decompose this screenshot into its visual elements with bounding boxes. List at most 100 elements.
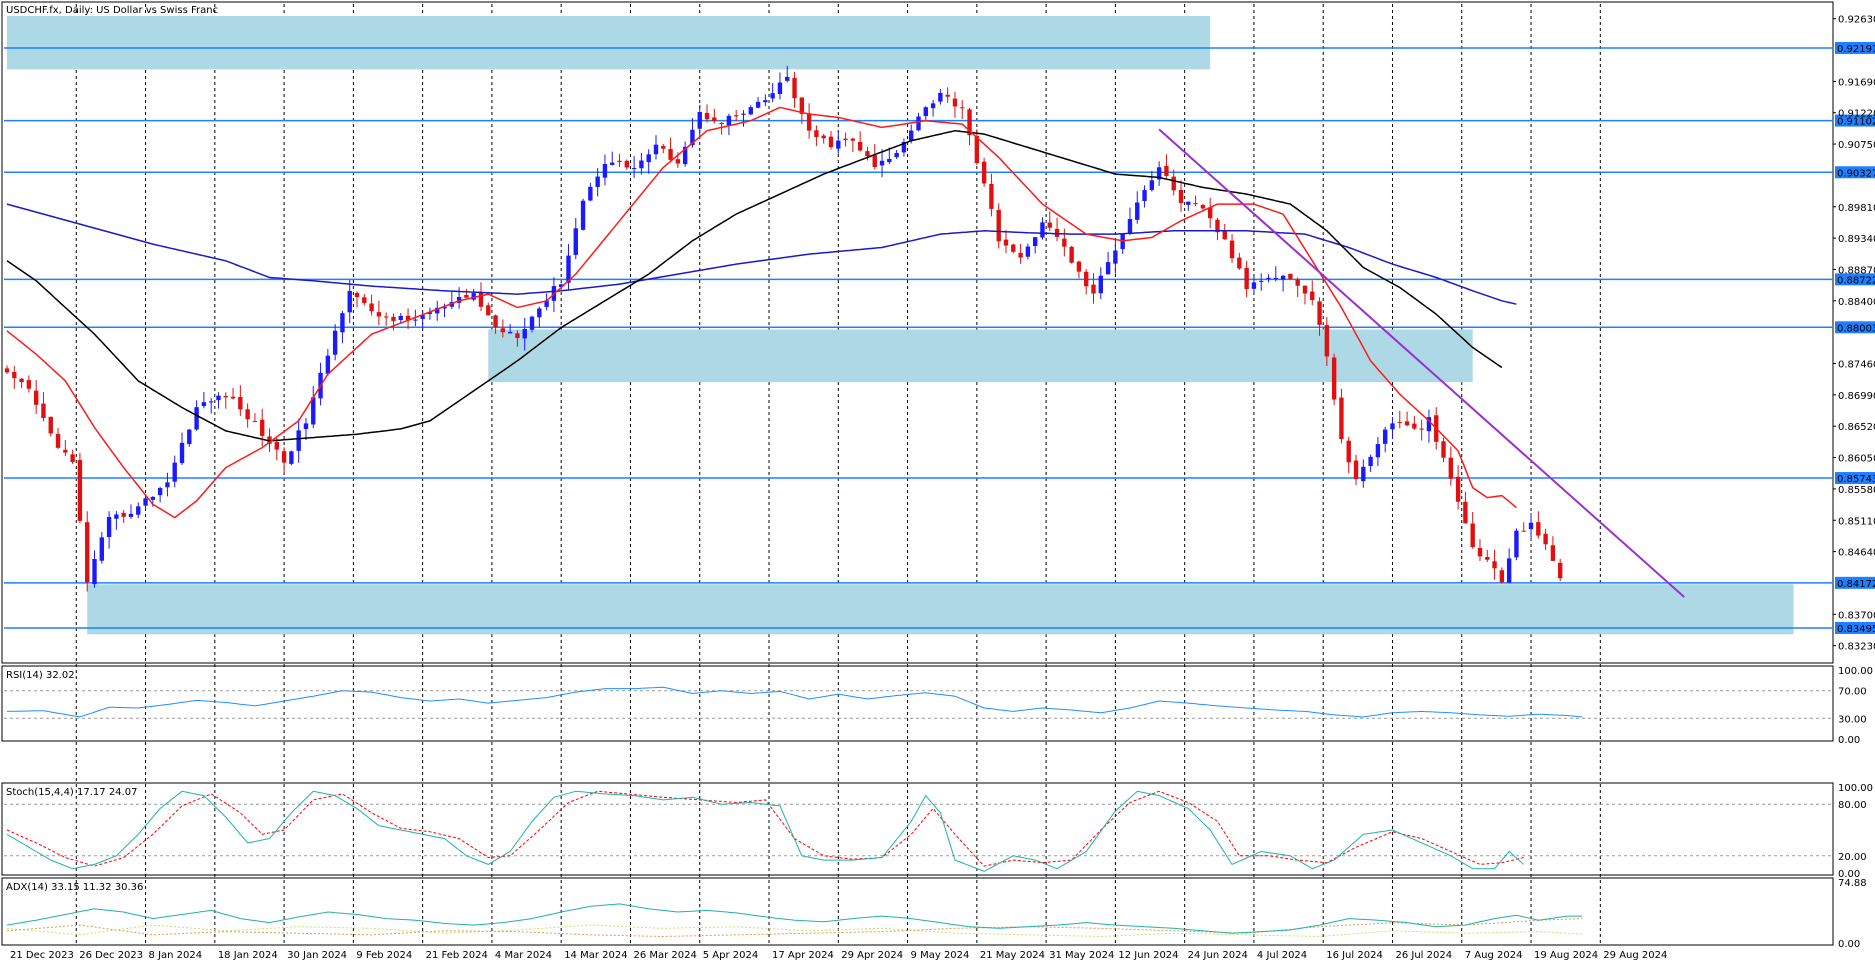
supply-demand-zone bbox=[7, 16, 1211, 70]
candle-body bbox=[1156, 167, 1162, 180]
candle-body bbox=[1383, 429, 1388, 444]
time-label: 18 Jan 2024 bbox=[218, 950, 278, 961]
level-price-tag bbox=[1835, 166, 1875, 179]
indicator-tick-label: 80.00 bbox=[1838, 800, 1867, 811]
indicator-tick-label: 100.00 bbox=[1838, 783, 1873, 794]
candle-body bbox=[347, 290, 352, 313]
candle-body bbox=[332, 330, 338, 355]
candle-body bbox=[960, 107, 965, 109]
supply-demand-zone bbox=[488, 329, 1473, 383]
candle-body bbox=[1280, 275, 1286, 280]
candle-body bbox=[1040, 222, 1045, 238]
candle-body bbox=[1543, 533, 1548, 545]
candle-body bbox=[1207, 207, 1213, 219]
candle-body bbox=[1229, 240, 1235, 259]
candle-body bbox=[682, 146, 688, 165]
candle-body bbox=[296, 430, 301, 451]
time-label: 24 Jun 2024 bbox=[1188, 950, 1248, 961]
candle-body bbox=[121, 512, 126, 517]
time-label: 26 Jul 2024 bbox=[1395, 950, 1452, 961]
candle-body bbox=[712, 117, 717, 122]
candle-body bbox=[916, 116, 921, 131]
rsi-label: RSI(14) 32.02 bbox=[6, 670, 75, 681]
candle-body bbox=[1310, 291, 1315, 301]
level-price-tag bbox=[1835, 621, 1875, 634]
candle-body bbox=[1390, 423, 1395, 430]
stoch-signal-line bbox=[6, 790, 1524, 867]
candle-body bbox=[464, 295, 469, 298]
level-price-tag bbox=[1835, 41, 1875, 54]
adx-main-line bbox=[6, 903, 1583, 934]
candle-body bbox=[617, 160, 622, 162]
candle-body bbox=[85, 522, 90, 583]
candle-body bbox=[1506, 558, 1512, 583]
stoch-panel-frame bbox=[1, 782, 1834, 876]
candle-body bbox=[420, 315, 425, 319]
candle-body bbox=[1441, 441, 1446, 458]
level-price-label: 0.85743 bbox=[1837, 474, 1875, 485]
adx-label: ADX(14) 33.15 11.32 30.36 bbox=[6, 882, 143, 893]
adx-layer: 74.88 0.00 bbox=[6, 878, 1867, 950]
candle-body bbox=[1135, 202, 1140, 220]
price-axis: 0.92191 0.91102 0.90327 0.88722 0.88003 0.857… bbox=[1833, 15, 1875, 653]
time-label: 26 Mar 2024 bbox=[633, 950, 696, 961]
time-label: 21 Dec 2023 bbox=[10, 950, 74, 961]
candle-body bbox=[1528, 522, 1534, 530]
candle-body bbox=[70, 454, 75, 462]
time-label: 16 Jul 2024 bbox=[1326, 950, 1383, 961]
candle-body bbox=[646, 154, 651, 163]
candle-body bbox=[63, 449, 68, 453]
candle-body bbox=[610, 162, 615, 165]
candle-body bbox=[1521, 530, 1526, 532]
candle-body bbox=[566, 255, 571, 283]
time-label: 26 Dec 2023 bbox=[79, 950, 143, 961]
candle-body bbox=[763, 100, 768, 103]
candle-body bbox=[661, 146, 666, 149]
candle-body bbox=[1536, 522, 1541, 536]
candle-body bbox=[1324, 325, 1330, 357]
candle-body bbox=[1003, 239, 1009, 246]
candle-body bbox=[1084, 271, 1089, 287]
candle-body bbox=[493, 315, 498, 327]
candle-body bbox=[602, 163, 608, 178]
candle-body bbox=[515, 333, 520, 339]
candle-body bbox=[872, 155, 877, 168]
time-label: 31 May 2024 bbox=[1049, 950, 1114, 961]
candle-body bbox=[1477, 547, 1483, 557]
level-price-tag bbox=[1835, 472, 1875, 485]
candle-body bbox=[697, 112, 702, 129]
candle-body bbox=[989, 183, 994, 209]
indicator-tick-label: 100.00 bbox=[1838, 666, 1873, 677]
candle-body bbox=[741, 113, 746, 115]
candle-body bbox=[668, 149, 673, 160]
candle-body bbox=[1054, 228, 1060, 237]
candle-body bbox=[1164, 165, 1169, 176]
candle-body bbox=[843, 138, 848, 141]
time-label: 4 Mar 2024 bbox=[495, 950, 552, 961]
candle-body bbox=[529, 316, 535, 330]
candle-body bbox=[675, 159, 681, 164]
candle-body bbox=[653, 144, 659, 155]
indicator-tick-label: 30.00 bbox=[1838, 714, 1867, 725]
ma-fast-line bbox=[6, 106, 1517, 519]
candle-body bbox=[952, 98, 958, 107]
candle-body bbox=[981, 161, 987, 184]
candle-body bbox=[500, 328, 506, 333]
candle-body bbox=[201, 402, 207, 407]
candle-body bbox=[865, 151, 870, 157]
candle-body bbox=[19, 378, 24, 383]
candle-body bbox=[1375, 444, 1381, 458]
candle-body bbox=[945, 94, 950, 97]
candle-body bbox=[398, 315, 403, 321]
candle-body bbox=[1295, 279, 1300, 286]
candle-body bbox=[362, 297, 367, 304]
candle-body bbox=[1244, 267, 1249, 290]
level-price-label: 0.84172 bbox=[1837, 579, 1875, 590]
